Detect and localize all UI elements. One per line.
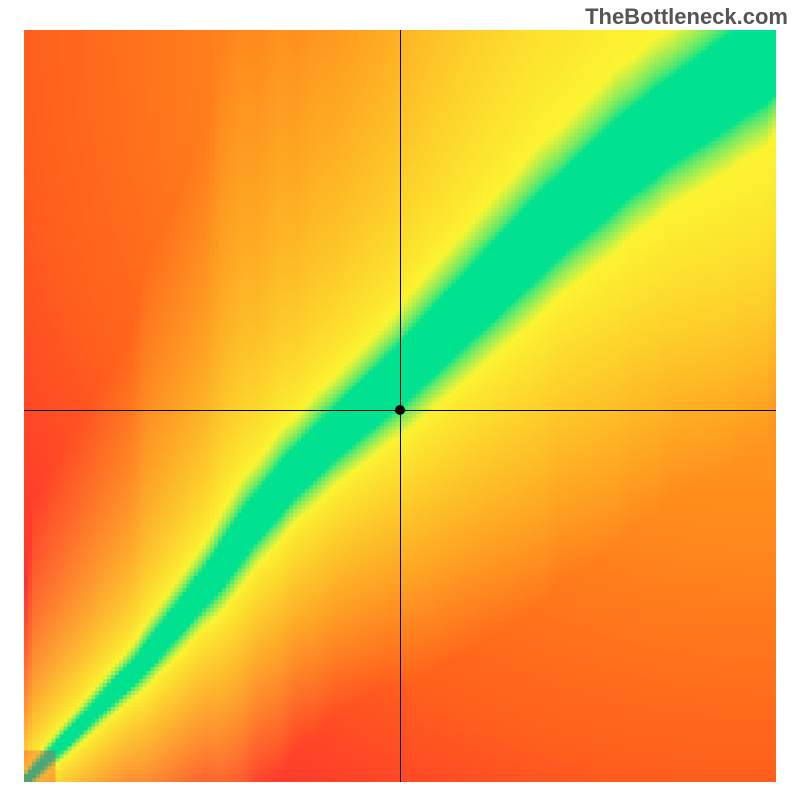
marker-dot (395, 405, 405, 415)
watermark-text: TheBottleneck.com (585, 4, 788, 30)
heatmap-plot (24, 30, 776, 782)
chart-container: TheBottleneck.com (0, 0, 800, 800)
